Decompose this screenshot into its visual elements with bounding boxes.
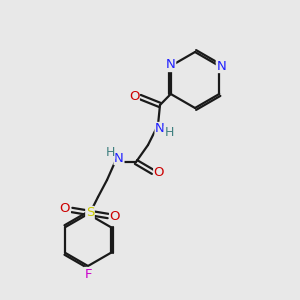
Text: O: O bbox=[60, 202, 70, 215]
Text: N: N bbox=[155, 122, 165, 136]
Text: S: S bbox=[86, 206, 94, 220]
Text: F: F bbox=[84, 268, 92, 281]
Text: O: O bbox=[129, 91, 139, 103]
Text: H: H bbox=[164, 127, 174, 140]
Text: O: O bbox=[154, 166, 164, 178]
Text: H: H bbox=[105, 146, 115, 158]
Text: O: O bbox=[110, 209, 120, 223]
Text: N: N bbox=[166, 58, 175, 71]
Text: N: N bbox=[216, 59, 226, 73]
Text: N: N bbox=[114, 152, 124, 164]
